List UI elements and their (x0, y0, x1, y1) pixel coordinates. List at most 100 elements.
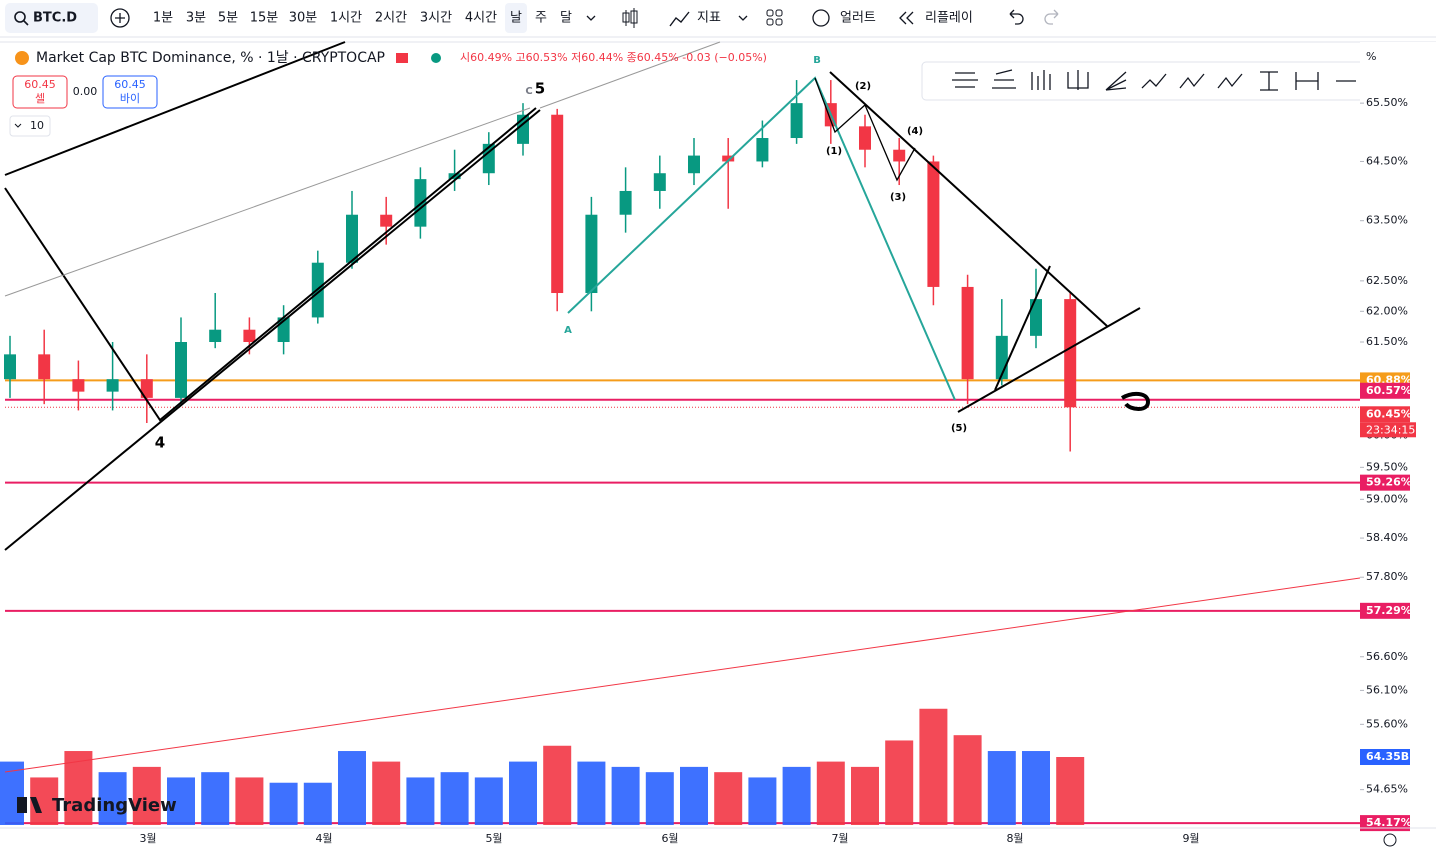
price-label: 60.45% (1366, 407, 1412, 420)
wave-label: 4 (155, 434, 165, 452)
redo-button[interactable] (1044, 9, 1059, 25)
sell-button[interactable] (12, 75, 68, 109)
legend-title: Market Cap BTC Dominance, % · 1날 · CRYPT… (36, 50, 385, 66)
symbol-search[interactable] (5, 3, 98, 33)
candle-body (551, 114, 564, 294)
tool-icon[interactable] (1067, 70, 1089, 90)
volume-bar (645, 772, 674, 825)
tool-icon[interactable] (1295, 72, 1319, 90)
volume-bar (680, 766, 708, 825)
interval-button[interactable]: 30분 (289, 11, 318, 26)
candle-body (790, 103, 803, 139)
tool-icon[interactable] (952, 72, 978, 88)
interval-button[interactable]: 3분 (186, 11, 206, 26)
candle-body (722, 155, 735, 162)
y-tick-label: 62.50% (1366, 274, 1408, 287)
search-icon (14, 11, 26, 23)
trend-line (994, 265, 1051, 391)
alert-icon[interactable] (812, 9, 830, 27)
replay-icon[interactable] (899, 11, 914, 25)
volume-bar (953, 735, 982, 825)
candle-body (243, 329, 256, 343)
interval-button[interactable]: 5분 (218, 11, 238, 26)
logo-mark (17, 797, 27, 813)
indicator-menu[interactable] (738, 15, 748, 21)
wave-label: C (525, 86, 532, 97)
tool-icon[interactable] (1031, 70, 1051, 90)
wave-label: (5) (951, 423, 967, 434)
candle-body (106, 379, 119, 392)
tool-icon[interactable] (1217, 73, 1243, 89)
volume-bar (406, 777, 435, 825)
tool-icon[interactable] (1179, 73, 1205, 89)
buy-button[interactable] (102, 75, 158, 109)
volume-bar (748, 777, 777, 825)
countdown-bg (1360, 422, 1416, 438)
alerts-button[interactable]: 얼러트 (840, 11, 876, 26)
volume-bar (577, 761, 606, 825)
candle-body (209, 329, 222, 343)
volume-bar (372, 761, 401, 825)
interval-button[interactable]: 날 (510, 11, 522, 26)
candle-body (140, 379, 153, 398)
x-tick-label: 6월 (661, 832, 678, 845)
interval-button[interactable]: 주 (535, 11, 547, 26)
interval-button[interactable]: 달 (560, 11, 572, 26)
interval-button[interactable]: 1분 (153, 11, 173, 26)
tool-icon[interactable] (1260, 71, 1278, 91)
volume-bar (132, 766, 161, 825)
settings-button[interactable] (1383, 833, 1397, 847)
time-axis: 3월 4월 5월 6월 7월 8월 9월 (139, 832, 1199, 845)
volume-bar (509, 761, 537, 825)
add-symbol[interactable] (110, 8, 130, 28)
indicators-button[interactable]: 지표 (697, 11, 721, 26)
volume-bar (474, 777, 503, 825)
chart-type-button[interactable] (622, 8, 638, 28)
candle-body (893, 149, 906, 162)
volume-bar (851, 766, 879, 825)
interval-button[interactable]: 4시간 (465, 11, 497, 26)
volume-bar (611, 766, 640, 825)
interval-button[interactable]: 15분 (250, 11, 279, 26)
candle-body (72, 379, 85, 392)
layout-button[interactable] (766, 9, 783, 26)
symbol: BTC.D (33, 11, 77, 26)
volume-bar (1056, 757, 1085, 825)
legend-ohlc: 시60.49% 고60.53% 저60.44% 종60.45% -0.03 (−… (460, 51, 767, 64)
undo-button[interactable] (1009, 9, 1024, 25)
volume-bar (1022, 751, 1050, 825)
countdown: 23:34:15 (1366, 423, 1415, 436)
drawing-toolbar (921, 61, 1436, 101)
interval-button[interactable]: 3시간 (420, 11, 452, 26)
candle-body (619, 190, 632, 215)
tool-icon[interactable] (1141, 73, 1167, 89)
volume-bar (440, 772, 469, 825)
search-icon (23, 20, 29, 26)
tool-icon[interactable] (992, 69, 1016, 89)
toolbar (0, 0, 1436, 37)
status-dot (431, 53, 441, 63)
interval-button[interactable]: 1시간 (330, 11, 362, 26)
watermark-text: TradingView (52, 795, 177, 816)
replay-button[interactable]: 리플레이 (925, 11, 973, 26)
price-label: 57.29% (1366, 604, 1412, 617)
interval-active (505, 3, 527, 33)
volume-bar (201, 772, 230, 825)
drawing-labels: C 5 4 A B (1) (2) (3) (4) (5) (155, 55, 967, 452)
indicator-icon[interactable] (669, 11, 690, 27)
interval-menu[interactable] (586, 15, 596, 21)
flag[interactable] (396, 53, 408, 63)
y-tick-label: 57.80% (1366, 570, 1408, 583)
volume-bar (303, 782, 332, 825)
volume-setting: 10 (30, 119, 44, 132)
interval-button[interactable]: 2시간 (375, 11, 407, 26)
trend-line (4, 41, 346, 176)
y-tick-label: 59.50% (1366, 460, 1408, 473)
drawing-toolbar-bg (921, 61, 1436, 101)
volume-toggle[interactable] (9, 115, 51, 137)
volume-bar (987, 751, 1016, 825)
tool-icon[interactable] (1105, 71, 1127, 91)
volume-bar (167, 777, 195, 825)
candle-body (927, 161, 940, 287)
